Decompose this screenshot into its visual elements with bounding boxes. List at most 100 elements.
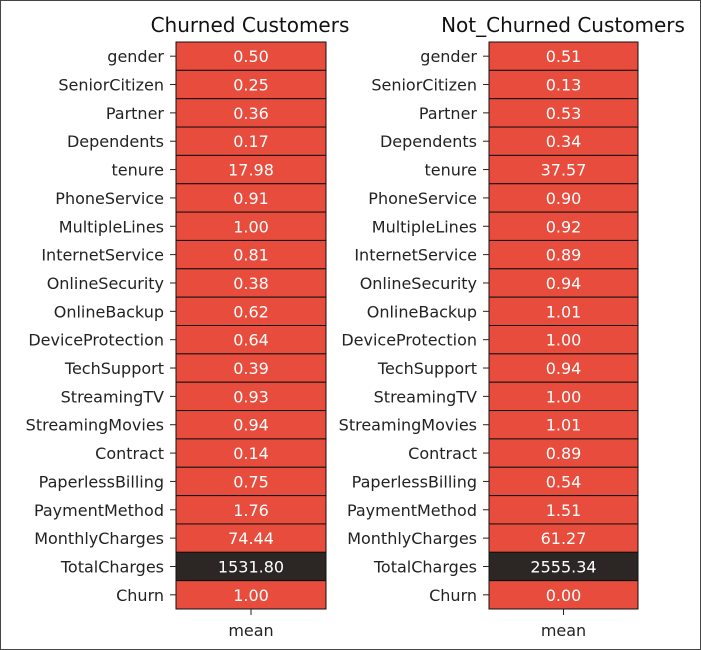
cell-value-label: 0.50 — [233, 47, 269, 66]
y-tick-label: PaymentMethod — [347, 501, 477, 520]
heatmap-cell — [488, 98, 639, 128]
cell-value-label: 0.92 — [546, 217, 582, 236]
y-tick-label: TotalCharges — [60, 557, 164, 576]
y-tick-label: MonthlyCharges — [347, 529, 477, 548]
y-tick-label: OnlineBackup — [54, 302, 164, 321]
y-tick-label: Contract — [95, 444, 164, 463]
y-tick-label: Dependents — [380, 132, 477, 151]
cell-value-label: 0.90 — [546, 189, 582, 208]
heatmap-cell — [175, 183, 327, 213]
cell-value-label: 0.00 — [546, 586, 582, 605]
cell-value-label: 0.34 — [546, 132, 582, 151]
y-tick-label: PaperlessBilling — [39, 472, 164, 491]
y-tick-label: Partner — [419, 104, 478, 123]
y-tick-label: tenure — [425, 161, 477, 180]
heatmap-cell — [488, 69, 639, 100]
x-tick-label: mean — [228, 621, 273, 640]
heatmap-cell — [488, 41, 639, 71]
cell-value-label: 0.36 — [233, 104, 269, 123]
heatmap-cell — [488, 551, 639, 582]
cell-value-label: 0.89 — [546, 246, 582, 265]
y-tick-label: SeniorCitizen — [58, 76, 164, 95]
y-tick-label: TechSupport — [64, 359, 164, 378]
cell-value-label: 0.89 — [546, 444, 582, 463]
y-tick-label: SeniorCitizen — [371, 76, 477, 95]
cell-value-label: 0.91 — [233, 189, 269, 208]
cell-value-label: 1.00 — [233, 217, 269, 236]
heatmap-cell — [488, 183, 639, 213]
y-tick-label: Churn — [116, 586, 164, 605]
y-tick-label: Contract — [408, 444, 477, 463]
heatmap-cell — [175, 268, 327, 298]
y-tick-label: PaperlessBilling — [352, 472, 477, 491]
cell-value-label: 0.75 — [233, 472, 269, 491]
y-tick-label: MultipleLines — [59, 217, 164, 236]
heatmap-cell — [488, 268, 639, 298]
cell-value-label: 1.01 — [546, 416, 582, 435]
y-tick-label: StreamingTV — [374, 387, 477, 406]
cell-value-label: 0.17 — [233, 132, 269, 151]
y-tick-label: InternetService — [354, 246, 477, 265]
y-tick-label: OnlineSecurity — [360, 274, 477, 293]
y-tick-label: DeviceProtection — [28, 331, 164, 350]
cell-value-label: 1.01 — [546, 302, 582, 321]
cell-value-label: 2555.34 — [530, 557, 596, 576]
heatmap-cell — [175, 495, 327, 525]
cell-value-label: 0.38 — [233, 274, 269, 293]
y-tick-label: InternetService — [41, 246, 164, 265]
cell-value-label: 0.14 — [233, 444, 269, 463]
cell-value-label: 1531.80 — [218, 557, 284, 576]
y-tick-label: OnlineSecurity — [47, 274, 164, 293]
cell-value-label: 1.00 — [546, 387, 582, 406]
heatmap-cell — [175, 353, 327, 383]
cell-value-label: 1.00 — [546, 331, 582, 350]
cell-value-label: 0.54 — [546, 472, 582, 491]
cell-value-label: 0.94 — [546, 359, 582, 378]
heatmap-cell — [488, 325, 639, 355]
heatmap-cell — [175, 438, 327, 468]
cell-value-label: 0.39 — [233, 359, 269, 378]
y-tick-label: StreamingMovies — [339, 416, 477, 435]
panel-title: Churned Customers — [151, 13, 350, 37]
cell-value-label: 0.94 — [546, 274, 582, 293]
y-tick-label: TotalCharges — [373, 557, 477, 576]
y-tick-label: PaymentMethod — [34, 501, 164, 520]
cell-value-label: 1.00 — [233, 586, 269, 605]
y-tick-label: tenure — [112, 161, 164, 180]
heatmap-cell — [488, 495, 639, 525]
cell-value-label: 0.53 — [546, 104, 582, 123]
heatmap-cell — [488, 126, 639, 156]
heatmap-cell — [175, 325, 327, 355]
x-tick-label: mean — [541, 621, 586, 640]
cell-value-label: 0.93 — [233, 387, 269, 406]
y-tick-label: gender — [420, 47, 477, 66]
heatmap-cell — [488, 580, 639, 610]
y-tick-label: StreamingMovies — [26, 416, 164, 435]
cell-value-label: 0.94 — [233, 416, 269, 435]
heatmap-cell — [175, 211, 327, 241]
y-tick-label: PhoneService — [368, 189, 477, 208]
heatmap-cell — [175, 580, 327, 610]
cell-value-label: 0.13 — [546, 76, 582, 95]
y-tick-label: MultipleLines — [372, 217, 477, 236]
cell-value-label: 37.57 — [541, 161, 587, 180]
cell-value-label: 0.25 — [233, 76, 269, 95]
y-tick-label: PhoneService — [55, 189, 164, 208]
y-tick-label: OnlineBackup — [367, 302, 477, 321]
heatmap-cell — [175, 296, 327, 326]
y-tick-label: DeviceProtection — [341, 331, 477, 350]
cell-value-label: 17.98 — [228, 161, 274, 180]
cell-value-label: 0.64 — [233, 331, 269, 350]
cell-value-label: 0.81 — [233, 246, 269, 265]
y-tick-label: Partner — [106, 104, 165, 123]
cell-value-label: 1.51 — [546, 501, 582, 520]
cell-value-label: 74.44 — [228, 529, 274, 548]
y-tick-label: gender — [107, 47, 164, 66]
y-tick-label: Dependents — [67, 132, 164, 151]
cell-value-label: 0.51 — [546, 47, 582, 66]
heatmap-cell — [175, 41, 327, 71]
cell-value-label: 61.27 — [541, 529, 587, 548]
y-tick-label: TechSupport — [377, 359, 477, 378]
heatmap-cell — [488, 353, 639, 383]
